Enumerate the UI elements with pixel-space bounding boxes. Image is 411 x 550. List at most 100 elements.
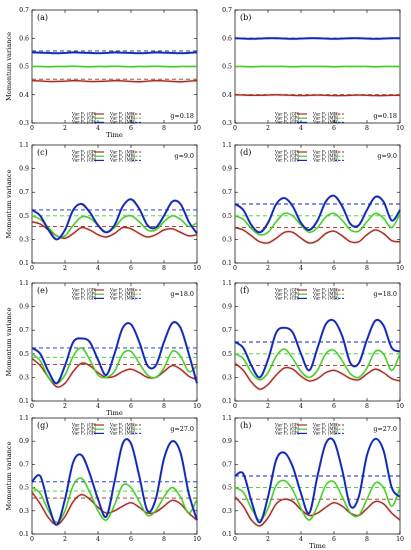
x-tick-label: 2 (63, 403, 67, 410)
x-tick-label: 10 (396, 125, 404, 132)
series-line (234, 94, 401, 97)
x-tick-label: 0 (233, 403, 237, 410)
legend-mb-label: Var Pₓ (MB) (109, 432, 136, 437)
series-line (234, 496, 401, 527)
y-axis-label: Momentum variance (5, 169, 13, 238)
panel-h: 0.1 0.3 0.5 0.7 0.9 1.1 0 2 4 6 8 10 (h) g=27.0 Var Pₓ… (222, 415, 404, 550)
y-tick-label: 0.1 (222, 398, 232, 405)
x-axis-label: Time (309, 542, 326, 550)
y-tick-label: 1.1 (19, 280, 29, 287)
plot-frame (31, 417, 198, 535)
legend-mb-label: Var Pᵧ (MB) (109, 155, 136, 160)
x-tick-label: 10 (193, 125, 201, 132)
coupling-label: g=27.0 (170, 425, 194, 433)
legend-gp-label: Var Pᵧ (GP) (71, 293, 97, 298)
panel-tag: (b) (240, 13, 251, 22)
legend-gp-label: Var Pₓ (GP) (274, 112, 300, 117)
x-tick-label: 2 (266, 125, 270, 132)
legend-mb-label: Var Pₓ (MB) (109, 423, 136, 428)
x-tick-label: 2 (266, 536, 270, 543)
x-tick-label: 10 (193, 403, 201, 410)
x-tick-label: 8 (162, 265, 166, 272)
x-tick-label: 0 (30, 536, 34, 543)
legend-gp-label: Var Pᵧ (GP) (71, 117, 97, 122)
y-tick-label: 0.9 (19, 304, 29, 311)
panel-b: 0.3 0.4 0.5 0.6 0.7 0 2 4 6 8 10 (b) g=0.18 Var Pₓ (G… (222, 7, 404, 132)
legend-mb-label: Var Pₓ (MB) (109, 297, 136, 302)
y-tick-label: 0.9 (222, 438, 232, 445)
legend: Var Pₓ (GP) Var Pₓ (MB) Var Pᵧ (GP) Var Pᵧ … (274, 288, 345, 302)
y-tick-label: 0.3 (222, 236, 232, 243)
x-tick-label: 10 (396, 265, 404, 272)
legend: Var Pₓ (GP) Var Pₓ (MB) Var Pᵧ (GP) Var Pᵧ … (274, 423, 345, 437)
y-tick-label: 0.5 (19, 351, 29, 358)
x-tick-label: 6 (332, 403, 336, 410)
legend-gp-label: Var Pₓ (GP) (71, 150, 97, 155)
x-tick-label: 6 (129, 265, 133, 272)
x-tick-label: 0 (233, 265, 237, 272)
legend-gp-label: Var Pₓ (GP) (71, 288, 97, 293)
legend-mb-label: Var Pₓ (MB) (312, 112, 339, 117)
y-tick-label: 0.7 (19, 461, 29, 468)
y-tick-label: 0.6 (222, 35, 232, 42)
legend: Var Pₓ (GP) Var Pₓ (MB) Var Pᵧ (GP) Var Pᵧ … (71, 288, 142, 302)
x-tick-label: 0 (30, 265, 34, 272)
series-line (234, 318, 401, 379)
y-tick-label: 1.1 (19, 142, 29, 149)
legend-mb-label: Var Pᵧ (MB) (109, 428, 136, 433)
legend-mb-label: Var Pₓ (MB) (109, 159, 136, 164)
x-tick-label: 0 (30, 403, 34, 410)
y-tick-label: 0.1 (19, 531, 29, 538)
legend-mb-label: Var Pᵧ (MB) (312, 117, 339, 122)
legend-gp-label: Var Pₓ (GP) (274, 159, 300, 164)
panel-tag: (f) (240, 286, 249, 295)
coupling-label: g=9.0 (377, 152, 397, 160)
legend-mb-label: Var Pᵧ (MB) (312, 155, 339, 160)
y-tick-label: 0.7 (19, 327, 29, 334)
x-tick-label: 8 (162, 125, 166, 132)
y-tick-label: 0.7 (222, 327, 232, 334)
legend: Var Pₓ (GP) Var Pₓ (MB) Var Pᵧ (GP) Var Pᵧ … (71, 112, 142, 126)
coupling-label: g=0.18 (373, 112, 397, 120)
legend-gp-label: Var Pₓ (GP) (71, 297, 97, 302)
x-tick-label: 2 (266, 403, 270, 410)
y-tick-label: 1.1 (222, 415, 232, 422)
x-tick-label: 10 (396, 403, 404, 410)
y-tick-label: 0.7 (222, 461, 232, 468)
plot-frame (31, 144, 198, 264)
x-tick-label: 0 (30, 125, 34, 132)
y-tick-label: 0.1 (19, 260, 29, 267)
y-tick-label: 0.4 (19, 92, 29, 99)
legend-gp-label: Var Pₓ (GP) (71, 112, 97, 117)
y-tick-label: 0.6 (19, 35, 29, 42)
x-tick-label: 10 (193, 265, 201, 272)
y-tick-label: 0.7 (222, 189, 232, 196)
y-tick-label: 1.1 (222, 142, 232, 149)
panel-e: 0.1 0.3 0.5 0.7 0.9 1.1 0 2 4 6 8 10 (e) g=18.0 Var Pₓ… (5, 280, 201, 417)
y-tick-label: 0.5 (222, 64, 232, 71)
y-tick-label: 0.3 (222, 508, 232, 515)
x-tick-label: 6 (332, 125, 336, 132)
legend: Var Pₓ (GP) Var Pₓ (MB) Var Pᵧ (GP) Var Pᵧ … (274, 150, 345, 164)
x-tick-label: 4 (96, 536, 100, 543)
y-tick-label: 0.3 (19, 120, 29, 127)
series-line (234, 437, 401, 524)
series-line (31, 198, 198, 241)
x-tick-label: 0 (233, 125, 237, 132)
series-line (234, 37, 401, 40)
legend-mb-label: Var Pₓ (MB) (109, 112, 136, 117)
series-line (234, 212, 401, 236)
y-tick-label: 0.3 (19, 374, 29, 381)
legend-mb-label: Var Pₓ (MB) (312, 432, 339, 437)
y-tick-label: 0.9 (19, 438, 29, 445)
plot-frame (31, 282, 198, 402)
y-tick-label: 0.1 (222, 260, 232, 267)
x-tick-label: 10 (193, 536, 201, 543)
panel-tag: (c) (37, 148, 48, 157)
legend-mb-label: Var Pₓ (MB) (109, 121, 136, 126)
x-tick-label: 2 (63, 125, 67, 132)
y-tick-label: 0.9 (19, 166, 29, 173)
y-tick-label: 0.3 (19, 508, 29, 515)
legend-mb-label: Var Pₓ (MB) (312, 297, 339, 302)
x-tick-label: 6 (332, 536, 336, 543)
